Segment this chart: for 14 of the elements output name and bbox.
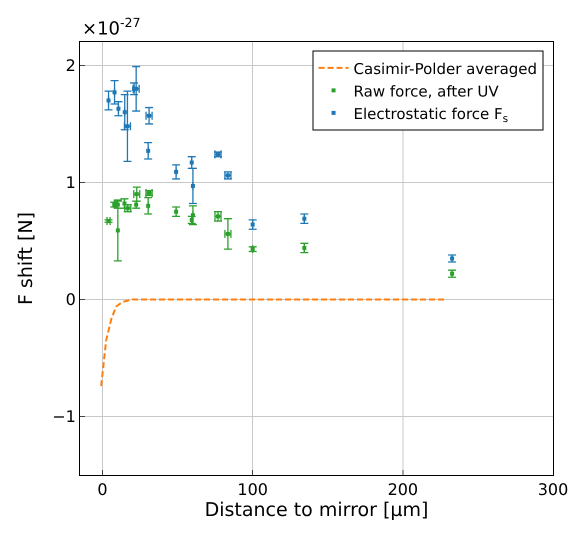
y-tick-label: −1 — [52, 407, 76, 426]
y-tick-label: 2 — [66, 56, 76, 76]
y-axis-title: F shift [N] — [15, 212, 37, 306]
x-tick-label: 300 — [538, 480, 568, 500]
legend-label: Electrostatic force F$_{s}$ — [354, 104, 508, 125]
x-tick-label: 200 — [388, 480, 418, 500]
x-axis-title: Distance to mirror [μm] — [204, 499, 428, 522]
legend-label: Raw force, after UV — [354, 82, 500, 100]
legend-label: Casimir-Polder averaged — [354, 60, 538, 78]
x-tick-label: 100 — [237, 480, 268, 500]
text: ×10$^{-27}$ — [82, 15, 141, 40]
y-tick-label: 0 — [66, 290, 76, 310]
x-tick-label: 0 — [97, 480, 108, 500]
y-tick-label: 1 — [66, 173, 76, 192]
